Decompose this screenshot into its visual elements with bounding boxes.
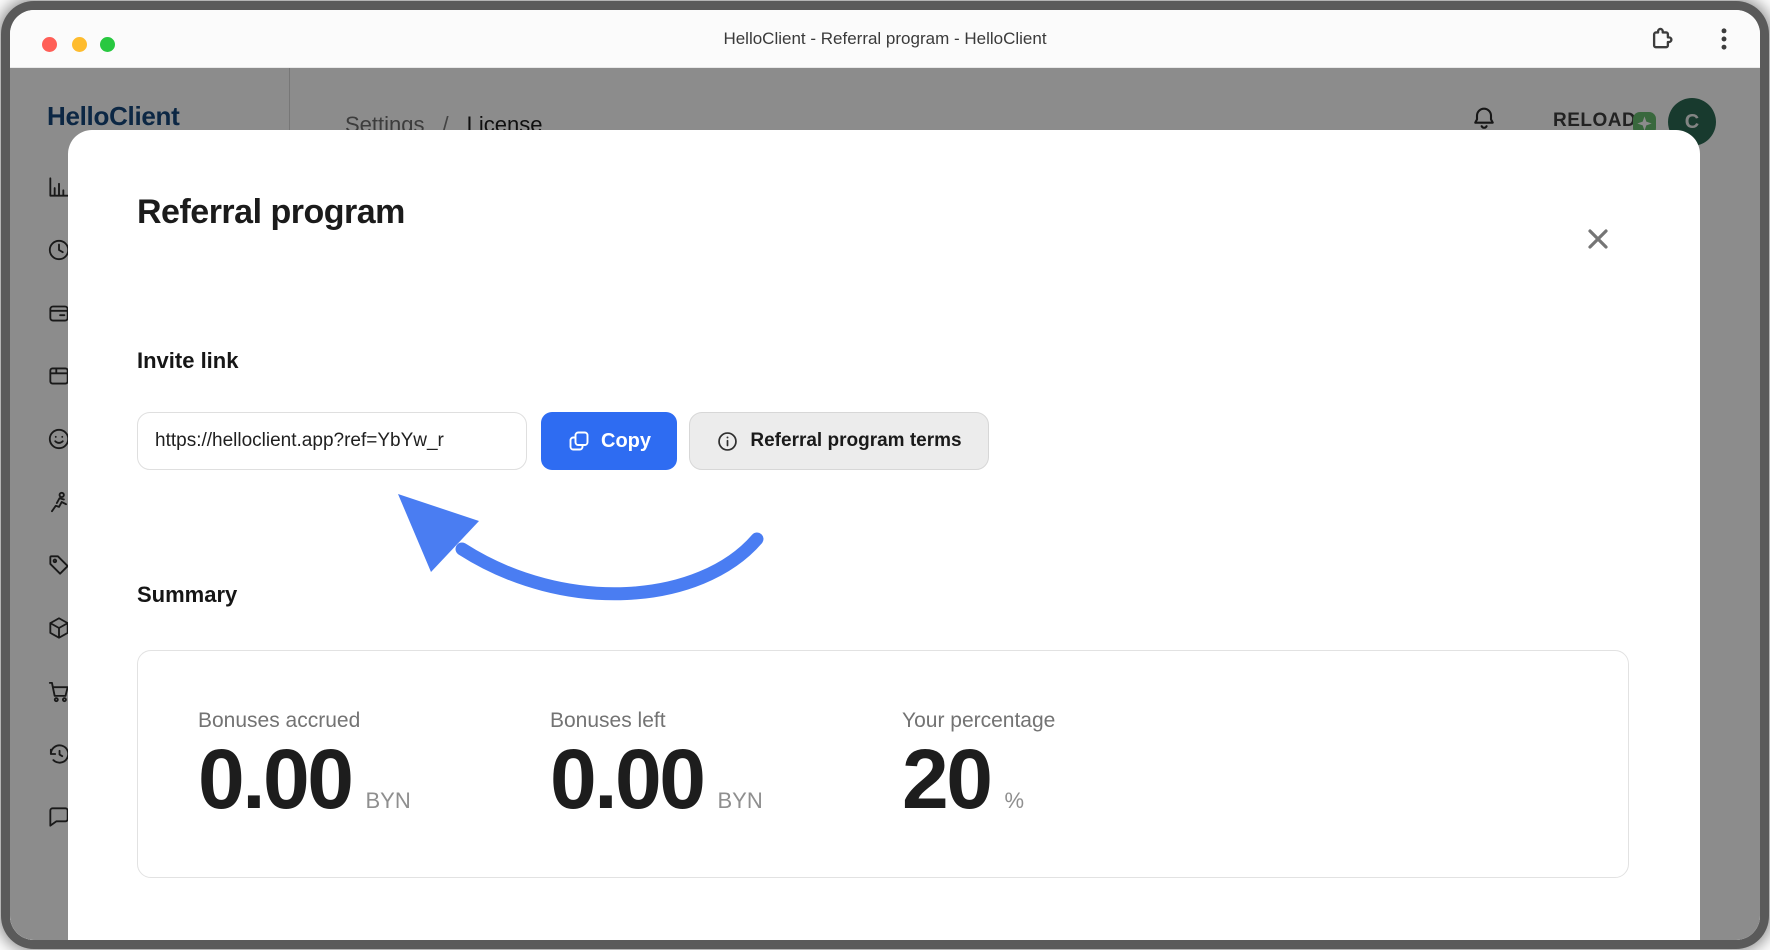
notification-bell-icon[interactable] (1470, 104, 1498, 132)
close-button[interactable] (1583, 225, 1613, 255)
app-logo: HelloClient (47, 101, 180, 131)
stat-bonuses-accrued: Bonuses accrued 0.00 BYN (198, 709, 550, 877)
invite-link-row: Copy Referral program terms (137, 412, 989, 470)
terms-button-label: Referral program terms (750, 430, 962, 451)
info-icon (718, 431, 738, 451)
traffic-light-close[interactable] (42, 37, 57, 52)
running-person-icon[interactable] (46, 489, 72, 515)
stat-label: Your percentage (902, 709, 1056, 732)
window-title: HelloClient - Referral program - HelloCl… (723, 29, 1047, 48)
stat-your-percentage: Your percentage 20 % (902, 709, 1254, 877)
copy-button-label: Copy (601, 429, 651, 452)
stat-unit: BYN (717, 788, 763, 813)
shopping-cart-icon[interactable] (46, 678, 72, 704)
copy-button[interactable]: Copy (541, 412, 677, 470)
tag-icon[interactable] (46, 552, 72, 578)
invite-link-input[interactable] (137, 412, 527, 470)
summary-card: Bonuses accrued 0.00 BYN Bonuses left 0.… (137, 650, 1629, 878)
traffic-light-zoom[interactable] (100, 37, 115, 52)
stat-value: 20 (902, 732, 993, 826)
close-icon (1588, 228, 1608, 249)
breadcrumb-separator: / (442, 112, 449, 137)
referral-terms-button[interactable]: Referral program terms (689, 412, 989, 470)
stat-unit: BYN (365, 788, 411, 813)
wallet-icon[interactable] (46, 300, 72, 326)
stat-label: Bonuses left (550, 709, 666, 732)
stat-label: Bonuses accrued (198, 709, 361, 732)
stat-value: 0.00 (550, 732, 706, 826)
folder-icon[interactable] (46, 363, 72, 389)
modal-title: Referral program (137, 193, 405, 231)
invite-link-label: Invite link (137, 348, 239, 373)
stat-bonuses-left: Bonuses left 0.00 BYN (550, 709, 902, 877)
extensions-icon[interactable] (1647, 25, 1675, 53)
reload-button[interactable]: RELOAD (1553, 110, 1637, 131)
cube-icon[interactable] (46, 615, 72, 641)
stat-unit: % (1004, 788, 1024, 813)
kebab-menu-icon[interactable] (1710, 25, 1738, 53)
bar-chart-icon[interactable] (46, 174, 72, 200)
copy-icon (569, 431, 589, 451)
license-badge[interactable] (1633, 112, 1656, 135)
summary-label: Summary (137, 582, 238, 607)
browser-window: HelloClient - Referral program - HelloCl… (10, 10, 1760, 940)
history-icon[interactable] (46, 741, 72, 767)
chat-bubble-icon[interactable] (46, 804, 72, 830)
title-bar: HelloClient - Referral program - HelloCl… (10, 10, 1760, 68)
stat-value: 0.00 (198, 732, 354, 826)
traffic-light-minimize[interactable] (72, 37, 87, 52)
referral-program-modal: Referral program Invite link Copy Referr… (68, 130, 1700, 940)
